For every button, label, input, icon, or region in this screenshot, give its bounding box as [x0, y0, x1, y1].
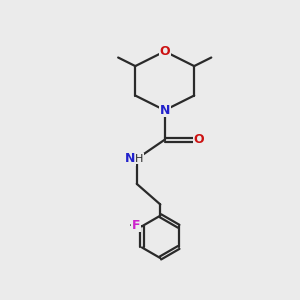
Text: N: N [160, 104, 170, 117]
Text: F: F [131, 219, 140, 232]
Text: H: H [135, 154, 144, 164]
Text: O: O [194, 133, 205, 146]
Text: N: N [125, 152, 135, 165]
Text: O: O [159, 45, 170, 58]
